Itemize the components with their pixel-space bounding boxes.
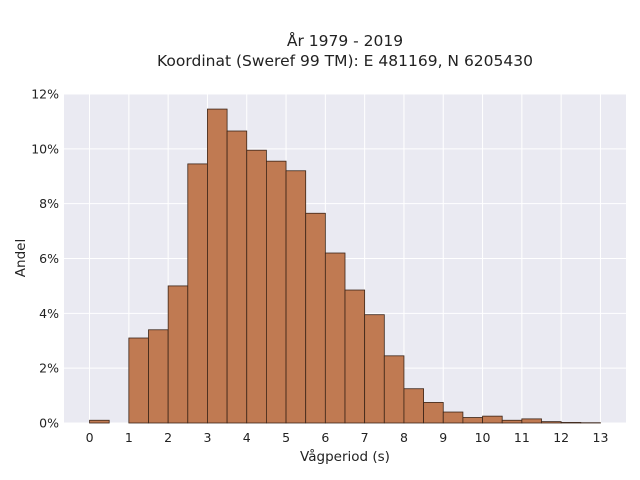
histogram-bar (501, 419, 523, 424)
y-tick-label: 4% (39, 306, 59, 321)
histogram-bar (285, 170, 307, 424)
histogram-bar (364, 314, 385, 424)
x-tick-label: 9 (439, 430, 447, 445)
x-tick-label: 4 (243, 430, 251, 445)
x-tick-label: 11 (514, 430, 530, 445)
histogram-bar (89, 419, 110, 424)
chart-title-line-2: Koordinat (Sweref 99 TM): E 481169, N 62… (157, 52, 533, 70)
x-tick-label: 0 (86, 430, 94, 445)
x-tick-label: 2 (164, 430, 172, 445)
x-tick-label: 10 (475, 430, 491, 445)
bars (89, 108, 601, 424)
histogram-bar (187, 163, 208, 424)
histogram-bar (521, 418, 542, 424)
histogram-bar (423, 402, 444, 424)
histogram-bar (148, 329, 169, 424)
histogram-bar (541, 421, 562, 424)
y-tick-label: 12% (31, 87, 59, 102)
y-tick-label: 2% (39, 361, 59, 376)
x-axis-ticks: 0 1 2 3 4 5 6 7 8 9 10 11 12 13 (86, 430, 609, 445)
x-tick-label: 8 (400, 430, 408, 445)
histogram-bar (403, 388, 425, 424)
histogram-bar (226, 130, 248, 424)
histogram-bar (560, 422, 582, 424)
y-tick-label: 0% (39, 416, 59, 431)
histogram-bar (442, 411, 464, 424)
histogram-bar (128, 337, 149, 424)
histogram-bar (246, 149, 267, 424)
histogram-bar (305, 212, 326, 424)
histogram-bar (324, 252, 346, 424)
histogram-bar (344, 289, 366, 424)
histogram-bar (167, 285, 189, 424)
y-axis-ticks: 0% 2% 4% 6% 8% 10% 12% (31, 87, 59, 431)
chart-title-line-1: År 1979 - 2019 (287, 31, 403, 50)
x-tick-label: 6 (321, 430, 329, 445)
x-tick-label: 5 (282, 430, 290, 445)
y-tick-label: 6% (39, 251, 59, 266)
histogram-bar (265, 160, 287, 424)
y-tick-label: 8% (39, 196, 59, 211)
x-tick-label: 1 (125, 430, 133, 445)
x-axis-label: Vågperiod (s) (300, 448, 390, 465)
x-tick-label: 13 (593, 430, 609, 445)
x-tick-label: 12 (553, 430, 569, 445)
histogram-bar (383, 355, 405, 424)
y-tick-label: 10% (31, 141, 59, 156)
x-tick-label: 3 (203, 430, 211, 445)
x-tick-label: 7 (361, 430, 369, 445)
y-axis-label: Andel (13, 239, 29, 277)
histogram-bar (207, 108, 228, 424)
histogram-bar (462, 417, 483, 424)
histogram-bar (482, 415, 503, 424)
